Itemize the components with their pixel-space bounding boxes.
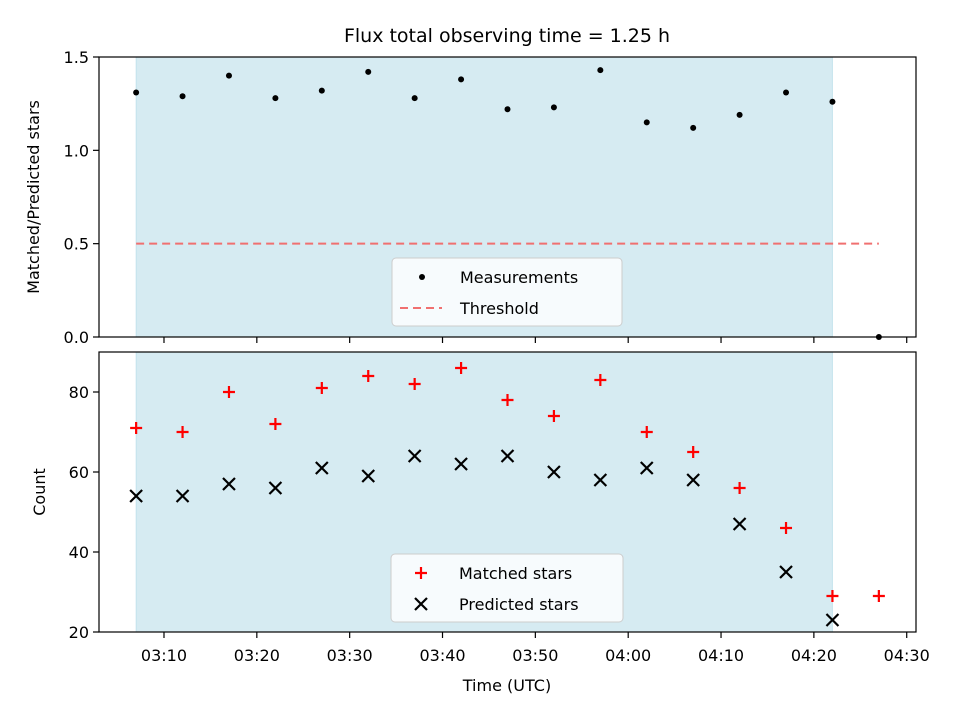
top-y-tick-label: 0.5 <box>64 235 89 254</box>
x-tick-label: 04:00 <box>605 646 651 665</box>
bottom-point-predicted-stars <box>825 613 840 627</box>
bottom-legend-box <box>390 553 624 623</box>
x-axis-label: Time (UTC) <box>462 676 551 695</box>
bottom-legend: Matched stars Predicted stars <box>390 553 624 623</box>
top-point-measurements <box>318 87 325 94</box>
top-point-measurements <box>179 93 186 100</box>
top-y-tick-label: 1.0 <box>64 141 89 160</box>
bottom-point-matched-stars <box>315 382 328 394</box>
x-tick-label: 04:30 <box>884 646 930 665</box>
top-point-measurements <box>736 111 743 118</box>
bottom-point-matched-stars <box>222 386 235 398</box>
bottom-point-matched-stars <box>362 370 375 382</box>
bottom-y-axis-label: Count <box>30 468 49 516</box>
bottom-y-tick-label: 20 <box>69 623 89 642</box>
bottom-legend-label: Predicted stars <box>459 595 579 614</box>
top-point-measurements <box>829 98 836 105</box>
top-point-measurements <box>133 89 140 96</box>
top-legend: Measurements Threshold <box>391 257 623 327</box>
bottom-panel: 20 40 60 80 03:10 03:20 03:30 03:40 03:50 04:00 04… <box>69 351 930 665</box>
bottom-axes-frame <box>98 351 917 633</box>
bottom-point-predicted-stars <box>547 465 561 479</box>
top-legend-label: Measurements <box>460 268 578 287</box>
top-legend-label: Threshold <box>459 299 539 318</box>
bottom-point-predicted-stars <box>500 449 515 463</box>
bottom-point-matched-stars <box>826 590 839 602</box>
bottom-point-predicted-stars <box>175 489 190 503</box>
top-point-measurements <box>272 95 279 102</box>
bottom-point-predicted-stars <box>454 457 468 471</box>
bottom-point-predicted-stars <box>222 477 236 491</box>
bottom-point-matched-stars <box>130 422 143 434</box>
bottom-point-predicted-stars <box>315 461 329 475</box>
top-y-tick-label: 0.0 <box>64 328 89 347</box>
top-legend-box <box>391 257 623 327</box>
x-tick-label: 03:30 <box>327 646 373 665</box>
bottom-point-predicted-stars <box>732 517 747 531</box>
top-axes-frame <box>98 56 917 338</box>
bottom-y-tick-label: 60 <box>69 463 89 482</box>
bottom-y-tick-label: 40 <box>69 543 89 562</box>
top-point-measurements <box>225 72 232 79</box>
bottom-point-predicted-stars <box>268 481 283 495</box>
x-tick-label: 03:50 <box>512 646 558 665</box>
top-point-measurements <box>411 95 418 102</box>
bottom-point-matched-stars <box>176 426 189 438</box>
top-point-measurements <box>365 68 372 75</box>
bottom-point-matched-stars <box>455 362 468 374</box>
bottom-point-predicted-stars <box>639 461 654 475</box>
top-point-measurements <box>597 67 604 74</box>
top-y-tick-label: 1.5 <box>64 48 89 67</box>
bottom-point-matched-stars <box>640 426 653 438</box>
bottom-point-predicted-stars <box>361 469 376 483</box>
top-point-measurements <box>643 119 650 126</box>
x-tick-label: 03:40 <box>419 646 465 665</box>
bottom-point-matched-stars <box>501 394 514 406</box>
top-point-measurements <box>458 76 465 83</box>
chart-title: Flux total observing time = 1.25 h <box>344 25 670 47</box>
bottom-point-matched-stars <box>269 418 282 430</box>
bottom-point-predicted-stars <box>779 565 793 579</box>
x-tick-label: 03:20 <box>234 646 280 665</box>
bottom-point-matched-stars <box>408 378 421 390</box>
top-point-measurements <box>783 89 790 96</box>
bottom-point-matched-stars <box>687 446 700 458</box>
x-tick-label: 03:10 <box>141 646 187 665</box>
bottom-y-tick-label: 80 <box>69 383 89 402</box>
bottom-point-predicted-stars <box>407 449 422 463</box>
bottom-legend-label: Matched stars <box>459 564 572 583</box>
bottom-point-matched-stars <box>594 374 607 386</box>
bottom-point-matched-stars <box>780 522 793 534</box>
top-point-measurements <box>504 106 511 113</box>
x-tick-label: 04:10 <box>698 646 744 665</box>
bottom-legend-marker-matched-stars <box>415 567 427 579</box>
top-point-measurements <box>690 124 697 131</box>
top-legend-marker-measurements <box>419 274 425 280</box>
x-tick-label: 04:20 <box>791 646 837 665</box>
bottom-point-predicted-stars <box>686 473 700 487</box>
bottom-point-matched-stars <box>872 590 885 602</box>
top-y-axis-label: Matched/Predicted stars <box>24 100 43 294</box>
bottom-point-predicted-stars <box>593 473 608 487</box>
bottom-point-predicted-stars <box>129 489 143 503</box>
bottom-legend-marker-predicted-stars <box>414 597 428 611</box>
bottom-point-matched-stars <box>547 410 560 422</box>
top-panel: 0.0 0.5 1.0 1.5 Measurements Threshold <box>64 48 917 347</box>
top-point-measurements <box>550 104 557 111</box>
bottom-point-matched-stars <box>733 482 746 494</box>
